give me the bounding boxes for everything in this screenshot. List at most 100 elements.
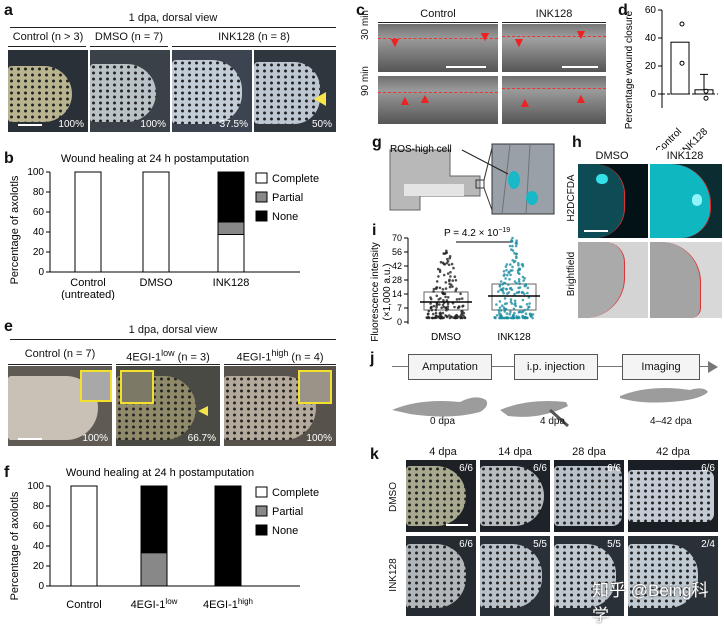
data-point	[499, 313, 503, 316]
data-point	[446, 272, 450, 275]
data-point	[447, 263, 451, 267]
step-injection: i.p. injection	[514, 354, 598, 380]
regen-image-dmso-28dpa: 6/6	[554, 460, 624, 532]
data-point	[505, 287, 508, 291]
chart-b-bars	[74, 171, 245, 273]
data-point	[436, 303, 439, 306]
limb-schematic	[389, 149, 481, 211]
data-point	[452, 316, 456, 319]
legend-partial: Partial	[272, 506, 303, 518]
y-tick-label: 60	[33, 207, 45, 218]
data-point	[450, 262, 454, 266]
data-point	[445, 308, 448, 312]
data-point	[512, 314, 515, 318]
panel-c-row-90min: 90 min	[360, 66, 371, 97]
data-point	[497, 290, 500, 293]
data-point	[442, 305, 446, 309]
data-point	[438, 312, 442, 315]
data-point	[440, 306, 443, 310]
data-point	[444, 281, 448, 284]
legend-swatch-complete	[255, 486, 268, 498]
data-point	[523, 316, 527, 320]
data-point	[523, 308, 526, 312]
panel-label-f: f	[4, 464, 10, 481]
watermark: 知乎 @Being科学	[592, 581, 709, 625]
count-label: 5/5	[533, 539, 547, 550]
zoom-panel	[491, 143, 555, 215]
data-point	[498, 300, 502, 303]
data-point	[448, 256, 451, 260]
legend-none: None	[272, 211, 298, 223]
data-point	[429, 306, 433, 309]
y-tick-label: 70	[392, 233, 402, 243]
data-point	[503, 297, 507, 300]
chart-f-cat-low: 4EGI-1low	[131, 597, 178, 611]
legend-none: None	[272, 525, 298, 537]
panel-c-row-30min: 30 min	[360, 10, 371, 41]
chart-i: Fluorescence intensity (×1,000 a.u.) P =…	[370, 227, 540, 343]
data-point	[441, 288, 445, 291]
limb-image-control: 100%	[8, 50, 88, 132]
data-point	[460, 310, 463, 313]
data-point	[437, 275, 440, 278]
data-point	[462, 314, 465, 317]
data-point	[511, 269, 514, 272]
data-point	[505, 263, 509, 266]
divider	[224, 364, 336, 365]
data-point	[526, 291, 529, 295]
chart-b-cat-dmso: DMSO	[140, 277, 173, 289]
data-point	[703, 95, 709, 101]
data-point	[508, 312, 511, 316]
divider	[10, 339, 336, 340]
panel-k-col-42dpa: 42 dpa	[656, 446, 690, 458]
data-point	[511, 244, 514, 248]
data-point	[446, 257, 449, 261]
panel-h-col-ink128: INK128	[666, 150, 704, 162]
count-label: 6/6	[459, 539, 473, 550]
data-point	[438, 303, 441, 306]
data-point	[513, 280, 517, 283]
time-0dpa: 0 dpa	[430, 416, 456, 427]
data-point	[446, 302, 450, 306]
y-tick-label: 14	[392, 289, 402, 299]
y-tick-label: 40	[33, 227, 45, 238]
panel-a-header: 1 dpa, dorsal view	[128, 12, 218, 24]
data-point	[502, 270, 506, 273]
data-point	[499, 280, 503, 283]
data-point	[526, 286, 530, 290]
data-point	[529, 313, 532, 317]
wound-image-control-90: ▲ ▲	[378, 76, 498, 124]
data-point	[493, 316, 497, 319]
y-tick-label: 100	[27, 481, 44, 492]
data-point	[512, 316, 516, 320]
data-point	[517, 280, 521, 283]
chart-i-ylabel1: Fluorescence intensity	[370, 242, 381, 342]
panel-label-j: j	[370, 350, 375, 367]
data-point	[429, 302, 432, 305]
y-tick-label: 20	[33, 561, 45, 572]
data-point	[454, 289, 457, 292]
y-tick-label: 20	[645, 61, 657, 72]
divider	[116, 364, 220, 365]
data-point	[517, 278, 521, 281]
axolotl-0dpa	[392, 397, 488, 417]
regen-image-ink128-28dpa: 5/5	[554, 536, 624, 616]
bar-complete	[217, 234, 245, 273]
panel-c-col-ink128: INK128	[535, 8, 573, 20]
panel-e-col-high: 4EGI-1high (n = 4)	[236, 348, 324, 364]
time-4-42dpa: 4–42 dpa	[650, 416, 692, 427]
y-tick-label: 0	[650, 89, 656, 100]
data-point	[453, 275, 457, 278]
data-point	[460, 313, 463, 316]
data-point	[438, 270, 442, 273]
data-point	[452, 266, 455, 270]
chart-b-cat-untreated: (untreated)	[61, 289, 115, 300]
y-tick-label: 40	[33, 541, 45, 552]
fluorescence-image-ink128	[650, 164, 722, 238]
bone-shape	[404, 184, 464, 196]
y-tick-label: 60	[33, 521, 45, 532]
data-point	[505, 302, 508, 305]
data-point	[516, 269, 520, 272]
chart-b-cat-ink128: INK128	[213, 277, 250, 289]
divider	[8, 46, 86, 47]
